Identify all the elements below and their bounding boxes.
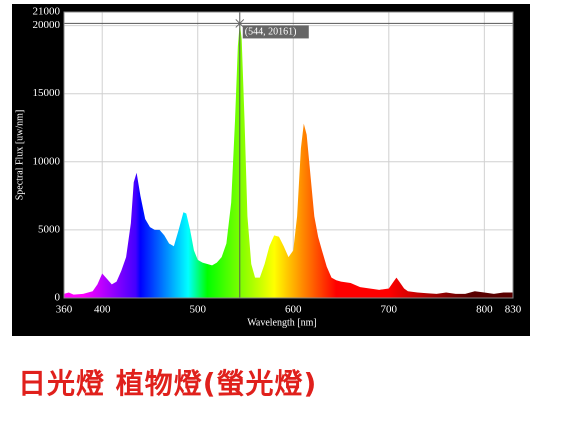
y-axis-label: Spectral Flux [uw/nm] — [14, 110, 25, 201]
y-tick-label: 20000 — [33, 19, 61, 31]
plot-border — [63, 11, 514, 299]
cursor-label-bg — [242, 25, 309, 39]
y-tick-label: 21000 — [33, 6, 61, 18]
y-tick-label: 10000 — [33, 155, 61, 167]
y-tick-label: 5000 — [38, 223, 61, 235]
x-tick-label: 600 — [285, 304, 302, 316]
x-tick-label: 500 — [189, 304, 206, 316]
x-tick-label: 360 — [56, 304, 73, 316]
cursor-marker — [235, 19, 245, 28]
x-tick-label: 700 — [381, 304, 398, 316]
cursor-label: (544, 20161) — [245, 27, 297, 38]
y-tick-label: 15000 — [33, 87, 61, 99]
y-tick-label: 0 — [55, 292, 61, 304]
x-tick-label: 800 — [476, 304, 493, 316]
caption: 日光燈 植物燈(螢光燈) — [18, 367, 318, 400]
x-axis-label: Wavelength [nm] — [247, 317, 316, 328]
x-tick-label: 400 — [94, 304, 111, 316]
x-tick-label: 830 — [505, 304, 522, 316]
chart: Wavelength [nm] Spectral Flux [uw/nm] 0 5… — [12, 4, 530, 336]
